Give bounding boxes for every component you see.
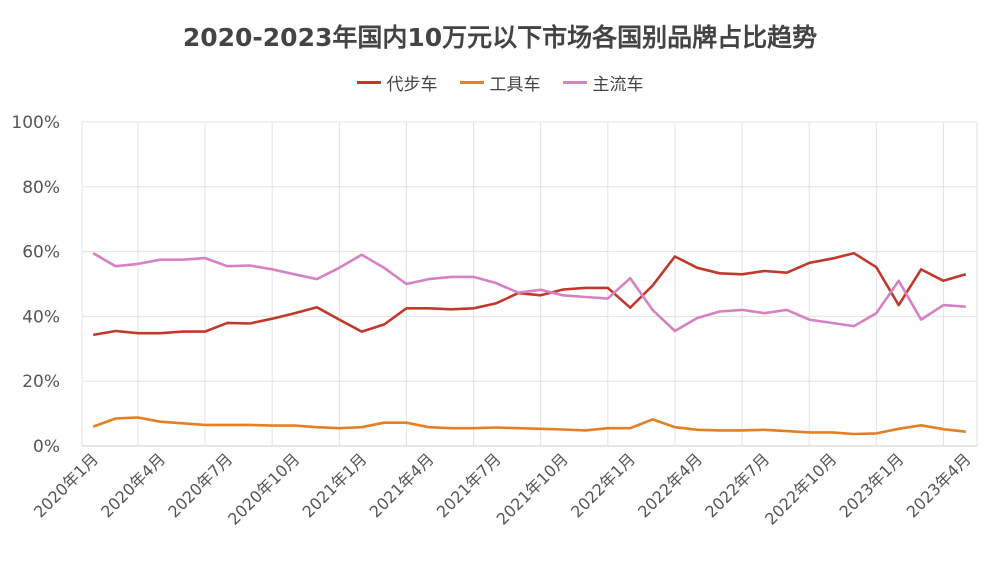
- x-tick-label: 2023年1月: [835, 449, 907, 521]
- legend-swatch: [459, 81, 484, 84]
- y-tick-label: 100%: [11, 113, 60, 133]
- legend-label: 工具车: [489, 75, 541, 95]
- legend-label: 主流车: [592, 75, 644, 95]
- legend: 代步车 工具车 主流车: [0, 70, 1000, 95]
- legend-swatch: [562, 81, 587, 84]
- series-line-1: [92, 416, 966, 436]
- x-tick-label: 2020年10月: [224, 449, 303, 528]
- x-tick-label: 2021年1月: [298, 449, 370, 521]
- chart-title: 2020-2023年国内10万元以下市场各国别品牌占比趋势: [182, 23, 818, 52]
- series-line-0: [92, 251, 967, 337]
- legend-label: 代步车: [386, 75, 438, 95]
- legend-item-gongju: 工具车: [459, 70, 541, 95]
- x-tick-label: 2022年1月: [567, 449, 639, 521]
- y-tick-label: 60%: [22, 243, 60, 263]
- x-tick-label: 2021年10月: [493, 449, 572, 528]
- y-tick-label: 40%: [22, 307, 60, 327]
- y-tick-label: 20%: [22, 372, 60, 392]
- x-tick-label: 2022年4月: [634, 449, 706, 521]
- y-tick-label: 80%: [22, 178, 60, 198]
- legend-item-daibu: 代步车: [356, 70, 438, 95]
- x-tick-label: 2020年1月: [30, 449, 102, 521]
- legend-item-zhuliu: 主流车: [562, 70, 644, 95]
- x-tick-label: 2023年4月: [903, 449, 975, 521]
- x-tick-label: 2022年7月: [701, 449, 773, 521]
- x-tick-label: 2020年4月: [97, 449, 169, 521]
- x-tick-label: 2021年4月: [366, 449, 438, 521]
- y-tick-label: 0%: [33, 437, 60, 457]
- legend-swatch: [356, 81, 381, 84]
- x-tick-label: 2020年7月: [164, 449, 236, 521]
- x-tick-label: 2021年7月: [433, 449, 505, 521]
- series-line-2: [92, 252, 966, 333]
- x-tick-label: 2022年10月: [761, 449, 840, 528]
